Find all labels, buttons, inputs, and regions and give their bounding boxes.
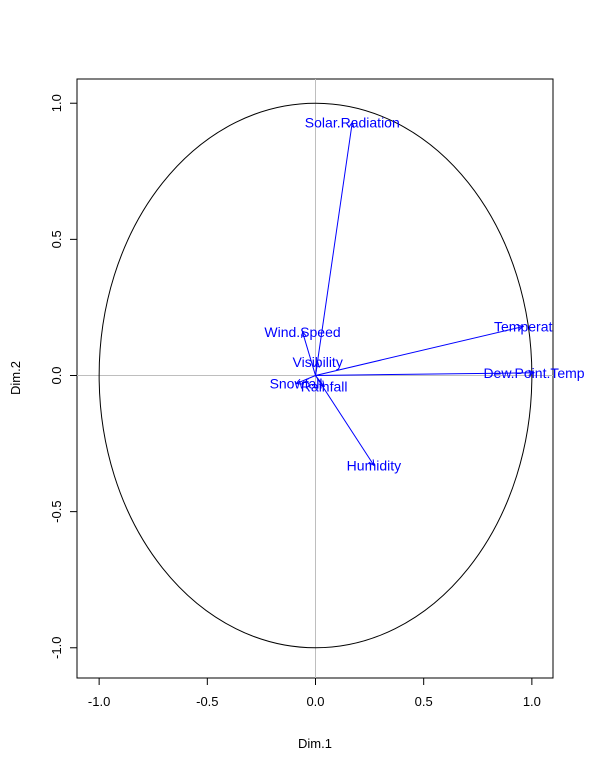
y-tick-label: 0.0: [49, 366, 64, 384]
variable-label-visibility: Visibility: [293, 354, 343, 370]
y-tick-label: -1.0: [49, 637, 64, 659]
x-tick-label: -1.0: [88, 694, 110, 709]
x-tick-label: 1.0: [523, 694, 541, 709]
variable-label-temperat: Temperat: [494, 318, 552, 334]
y-tick-label: 1.0: [49, 94, 64, 112]
variable-label-rainfall: Rainfall: [301, 378, 348, 394]
variable-label-dew-point-temp: Dew.Point.Temp: [483, 365, 584, 381]
y-axis-label: Dim.2: [8, 361, 23, 395]
x-axis-label: Dim.1: [298, 736, 332, 751]
variable-label-wind-speed: Wind.Speed: [264, 324, 340, 340]
y-tick-label: -0.5: [49, 500, 64, 522]
x-tick-label: 0.0: [306, 694, 324, 709]
variable-labels: Solar.Radiation Temperat Dew.Point.Temp Win…: [264, 114, 584, 473]
variable-label-solar-radiation: Solar.Radiation: [305, 114, 400, 130]
variable-arrows: [296, 122, 534, 465]
variable-label-humidity: Humidity: [347, 457, 401, 473]
y-axis: -1.0 -0.5 0.0 0.5 1.0: [49, 94, 77, 659]
x-tick-label: -0.5: [196, 694, 218, 709]
x-axis: -1.0 -0.5 0.0 0.5 1.0: [88, 678, 541, 709]
x-tick-label: 0.5: [415, 694, 433, 709]
y-tick-label: 0.5: [49, 230, 64, 248]
